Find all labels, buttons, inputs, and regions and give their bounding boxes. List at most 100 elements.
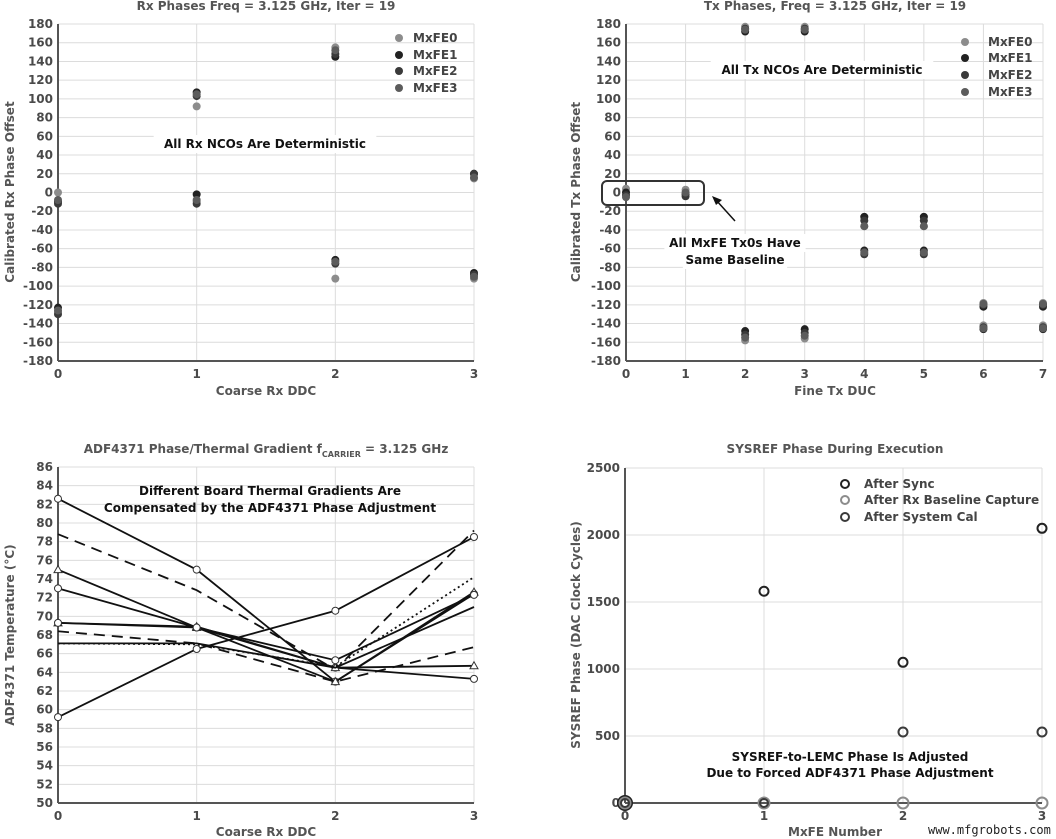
y-tick-label: 80: [36, 516, 53, 530]
annotation-background: [682, 251, 788, 269]
legend-label: MxFE3: [988, 85, 1032, 99]
legend-label: After Rx Baseline Capture: [864, 493, 1039, 507]
data-point-MxFE1: [192, 190, 201, 199]
y-tick-label: 58: [36, 721, 53, 735]
y-tick-label: 1500: [587, 595, 620, 609]
y-tick-label: 40: [604, 148, 621, 162]
data-point-MxFE3: [1039, 299, 1047, 308]
legend: MxFE0 MxFE1 MxFE2 MxFE3: [961, 35, 1032, 99]
y-tick-label: 62: [36, 684, 53, 698]
data-point-After Rx Baseline Capture: [618, 796, 632, 810]
y-tick-label: 1000: [587, 662, 620, 676]
y-tick-label: 0: [45, 186, 53, 200]
data-point-MxFE3: [919, 248, 928, 257]
data-point: [53, 564, 63, 574]
x-tick-label: 4: [860, 367, 868, 381]
arrow-head-icon: [712, 196, 722, 205]
y-tick-label: -180: [23, 354, 53, 368]
y-tick-label: 82: [36, 497, 53, 511]
x-tick-label: 6: [979, 367, 987, 381]
y-tick-label: -40: [31, 223, 53, 237]
data-point-After System Cal: [620, 798, 630, 808]
y-tick-label: -100: [23, 279, 53, 293]
legend-label: MxFE0: [413, 31, 457, 45]
y-tick-label: 54: [36, 759, 53, 773]
legend-marker: [961, 88, 969, 96]
legend-marker: [395, 51, 403, 59]
series-line-board-7: [58, 606, 475, 669]
legend-label: MxFE2: [988, 68, 1032, 82]
series-line-board-10: [57, 594, 475, 662]
data-point: [331, 606, 340, 615]
baseline-highlight-box: [601, 180, 705, 206]
y-tick-label: -80: [599, 260, 621, 274]
legend-marker: [961, 38, 969, 46]
annotation: All MxFE Tx0s Have: [669, 236, 801, 250]
data-point-After Sync: [897, 656, 909, 668]
data-point: [192, 565, 201, 574]
y-tick-label: 78: [36, 535, 53, 549]
data-point-After System Cal: [1036, 726, 1048, 738]
x-tick-label: 3: [470, 809, 478, 823]
y-tick-label: -160: [591, 335, 621, 349]
x-tick-label: 5: [920, 367, 928, 381]
legend-label: MxFE2: [413, 64, 457, 78]
data-point: [54, 713, 62, 722]
data-point-MxFE3: [800, 331, 809, 340]
annotation: All Tx NCOs Are Deterministic: [722, 63, 923, 77]
data-point-After Sync: [758, 585, 770, 597]
title-tail: = 3.125 GHz: [361, 442, 448, 456]
sysref-phase-chart: 0 500 1000 1500 2000 2500 0 1 2 3 SYSREF Phase Dur…: [569, 442, 1049, 839]
data-point: [470, 674, 478, 683]
data-point-MxFE3: [470, 272, 478, 281]
y-axis-label: Calibrated Rx Phase Offset: [3, 101, 17, 283]
x-axis-label: Fine Tx DUC: [794, 384, 876, 398]
y-tick-label: -60: [31, 242, 53, 256]
y-tick-label: -20: [31, 204, 53, 218]
legend: After Sync After Rx Baseline Capture After…: [840, 477, 1039, 524]
x-tick-label: 2: [331, 367, 339, 381]
y-tick-label: -140: [23, 317, 53, 331]
annotation: Different Board Thermal Gradients Are: [139, 484, 401, 498]
y-tick-label: 20: [36, 167, 53, 181]
annotation-background: [664, 234, 806, 252]
x-tick-label: 0: [54, 809, 62, 823]
legend-label: After Sync: [864, 477, 935, 491]
data-point-MxFE3: [681, 188, 690, 197]
y-tick-label: 86: [36, 460, 53, 474]
annotation-background: [710, 61, 934, 79]
data-point-MxFE3: [192, 90, 201, 99]
y-tick-label: 74: [36, 572, 53, 586]
y-tick-label: 70: [36, 609, 53, 623]
tx-phases-chart: -180-160-140-120-100-80-60-40-2002040608…: [569, 0, 1047, 398]
x-tick-label: 1: [681, 367, 689, 381]
y-tick-label: 60: [36, 703, 53, 717]
data-point-After System Cal: [759, 798, 769, 808]
legend: MxFE0 MxFE1 MxFE2 MxFE3: [395, 31, 457, 95]
annotation: All Rx NCOs Are Deterministic: [164, 137, 366, 151]
data-point-MxFE3: [800, 25, 809, 34]
y-tick-label: 2500: [587, 461, 620, 475]
data-point: [470, 533, 478, 541]
data-point-MxFE0: [54, 188, 62, 197]
data-point-MxFE3: [331, 257, 340, 266]
x-tick-label: 2: [899, 809, 907, 823]
y-tick-label: 56: [36, 740, 53, 754]
y-tick-label: 100: [28, 92, 53, 106]
y-axis-label: Calibrated Tx Phase Offset: [569, 102, 583, 283]
data-point: [192, 645, 201, 653]
x-tick-label: 0: [621, 809, 629, 823]
data-point: [469, 660, 479, 670]
chart-title: ADF4371 Phase/Thermal Gradient fCARRIER …: [84, 442, 449, 459]
y-tick-label: 80: [36, 111, 53, 125]
y-tick-label: -40: [599, 223, 621, 237]
y-tick-label: 0: [612, 796, 620, 810]
data-point-MxFE3: [741, 333, 750, 342]
y-tick-label: 20: [604, 167, 621, 181]
y-tick-label: 180: [28, 17, 53, 31]
data-point-MxFE3: [1039, 324, 1047, 333]
rx-phases-chart: -180-160-140-120-100-80-60-40-2002040608…: [3, 0, 478, 398]
data-point-MxFE0: [331, 274, 340, 283]
thermal-gradient-chart: 50 52 54 56 58 60 62 64 66 68 70 72 74 76 78 80 82 84 86 0 1…: [3, 442, 479, 839]
y-tick-label: 140: [28, 54, 53, 68]
